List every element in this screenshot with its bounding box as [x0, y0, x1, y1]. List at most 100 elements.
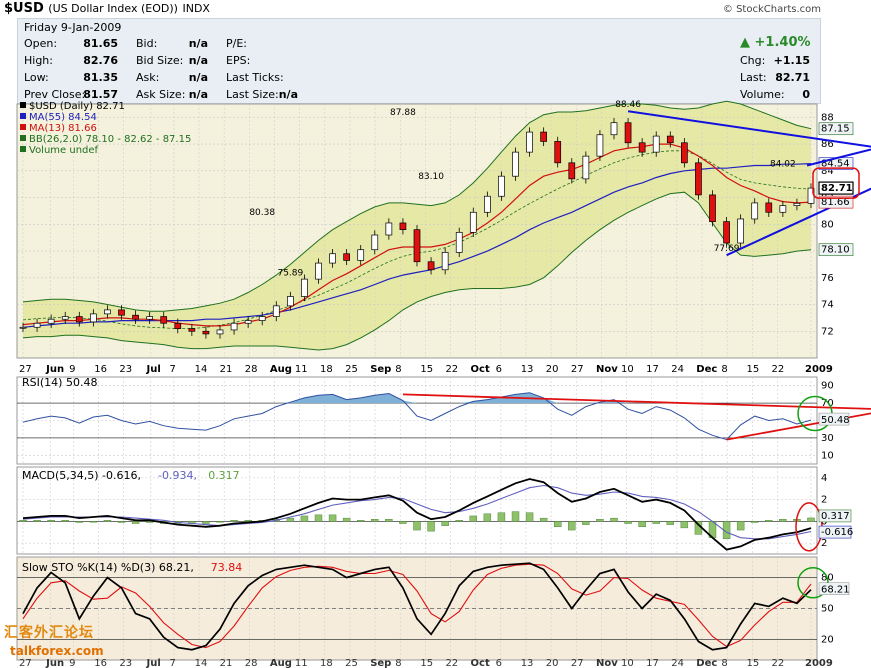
candle-body	[652, 135, 660, 153]
macd-legend-0: MACD(5,34,5) -0.616,	[22, 469, 141, 482]
x-axis-label-25: 17	[646, 364, 659, 375]
quote-left-label: Prev Close:	[24, 88, 86, 101]
x-axis-label-30: 22	[772, 364, 785, 375]
x-axis-label-10: Aug	[270, 364, 292, 375]
exchange: INDX	[182, 2, 210, 15]
price-right-label-3: 81.66	[821, 197, 850, 208]
candle-body	[104, 309, 111, 315]
macd-right-label-0: 0.317	[821, 511, 850, 522]
x-axis-bottom-label-19: 6	[496, 658, 502, 668]
macd-histogram-bar	[511, 511, 520, 522]
macd-histogram-bar	[244, 520, 252, 522]
candle-body	[427, 261, 435, 271]
macd-y-tick: 2	[821, 495, 827, 506]
candle-body	[230, 322, 238, 331]
macd-histogram-bar	[371, 519, 379, 522]
candle-body	[469, 211, 477, 233]
ma55-line	[22, 163, 812, 328]
macd-histogram-bar	[230, 520, 238, 522]
x-axis-bottom-label-2: 9	[69, 658, 75, 668]
x-axis-label-29: 15	[746, 364, 759, 375]
x-axis-bottom-label-28: 8	[721, 658, 727, 668]
quote-far-label: Volume:	[740, 88, 785, 101]
candle-body	[301, 278, 308, 297]
price-legend-swatch-4	[20, 146, 26, 152]
x-axis-bottom-label-15: 8	[395, 658, 401, 668]
quote-right-value: n/a	[278, 88, 298, 101]
macd-histogram-bar	[131, 521, 140, 524]
x-axis-bottom-label-16: 15	[420, 658, 433, 668]
x-axis-label-16: 15	[420, 364, 433, 375]
macd-histogram-bar	[441, 521, 449, 526]
x-axis-bottom-label-5: Jul	[146, 658, 161, 668]
x-axis-label-28: 8	[721, 364, 727, 375]
price-annotation-0: 87.88	[390, 108, 416, 118]
macd-histogram-bar	[33, 520, 41, 522]
sto-legend-0: Slow STO %K(14) %D(3) 68.21,	[22, 561, 194, 574]
candle-body	[455, 231, 463, 253]
macd-histogram-bar	[455, 520, 463, 522]
price-annotation-1: 88.46	[615, 100, 641, 110]
candle-body	[47, 318, 55, 324]
quote-far-label: Chg:	[740, 54, 766, 67]
macd-histogram-bar	[300, 515, 309, 522]
rsi-legend-0: RSI(14) 50.48	[22, 376, 97, 389]
x-axis-bottom-label-1: Jun	[45, 658, 64, 668]
macd-right-box-1	[818, 525, 852, 539]
x-axis-label-31: 2009	[805, 364, 833, 375]
price-trendline-0	[627, 110, 871, 148]
price-annotation-6: 77.69	[714, 244, 740, 254]
sto-y-tick: 20	[821, 634, 834, 645]
x-axis-label-12: 18	[320, 364, 333, 375]
candle-body	[90, 313, 97, 323]
macd-histogram-bar	[75, 521, 83, 523]
candle-body	[258, 316, 266, 321]
quote-left-label: Low:	[24, 71, 49, 84]
candle-body	[160, 316, 168, 324]
macd-right-box-0	[818, 509, 852, 523]
macd-signal-line	[22, 484, 812, 540]
quote-date: Friday 9-Jan-2009	[24, 21, 122, 34]
price-legend-swatch-3	[20, 135, 26, 141]
x-axis-label-18: Oct	[471, 364, 490, 375]
x-axis-label-8: 21	[220, 364, 233, 375]
macd-histogram-bar	[357, 520, 365, 522]
macd-histogram-bar	[483, 513, 492, 522]
x-axis-bottom-label-13: 25	[345, 658, 358, 668]
price-y-tick: 76	[821, 273, 834, 284]
macd-histogram-bar	[751, 521, 759, 523]
up-triangle-icon: ▲	[740, 35, 750, 50]
quote-right-label: P/E:	[226, 37, 247, 50]
macd-histogram-bar	[19, 520, 27, 522]
candle-body	[315, 262, 322, 280]
candle-body	[526, 131, 533, 153]
x-axis-label-2: 9	[69, 364, 75, 375]
price-y-tick: 72	[821, 326, 834, 337]
macd-legend-1: -0.934,	[158, 469, 197, 482]
quote-right-label: Last Size:	[226, 88, 279, 101]
x-axis-label-7: 14	[195, 364, 208, 375]
quote-right-label: Last Ticks:	[226, 71, 284, 84]
candle-body	[793, 202, 801, 206]
quote-mid-value: n/a	[188, 88, 208, 101]
x-axis-bottom-label-31: 2009	[805, 658, 833, 668]
macd-histogram-bar	[736, 521, 745, 531]
macd-histogram-bar	[610, 517, 618, 522]
candle-body	[681, 142, 688, 164]
macd-line	[22, 478, 812, 551]
price-legend-0: $USD (Daily) 82.71	[29, 101, 125, 112]
x-axis-label-19: 6	[496, 364, 502, 375]
macd-histogram-bar	[807, 517, 815, 522]
price-y-tick: 80	[821, 219, 834, 230]
price-trendline-ext	[806, 148, 871, 167]
candle-body	[287, 296, 294, 307]
x-axis-bottom-label-23: Nov	[596, 658, 618, 668]
quote-mid-value: n/a	[188, 54, 208, 67]
macd-histogram-bar	[525, 512, 534, 522]
x-axis-label-20: 13	[521, 364, 534, 375]
price-right-label-2: 82.71	[821, 183, 853, 194]
x-axis-bottom-label-14: Sep	[370, 658, 391, 668]
candle-body	[484, 195, 491, 213]
